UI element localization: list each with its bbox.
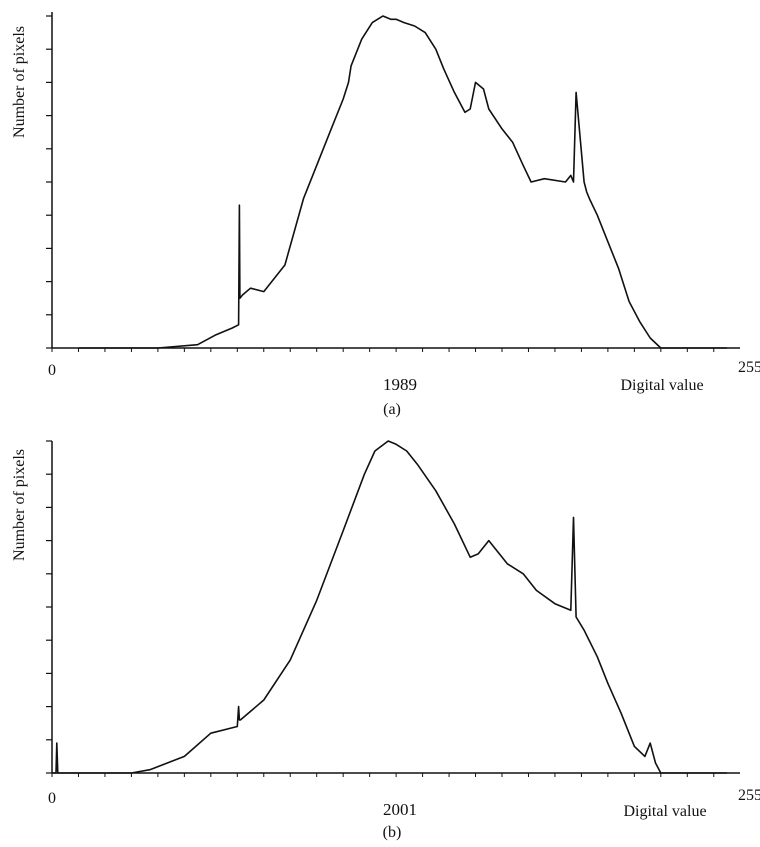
year-label: 2001 [383, 800, 417, 819]
y-axis-label: Number of pixels [11, 26, 28, 138]
x-tick-label-max: 255 [738, 787, 760, 804]
histogram-panel-b: 0 255 2001 (b) Digital value Number of pixels [11, 440, 760, 841]
x-axis-label: Digital value [620, 377, 703, 394]
panel-label: (b) [383, 824, 402, 841]
panel-label: (a) [383, 401, 401, 418]
x-tick-label-min: 0 [48, 790, 56, 807]
x-axis-label: Digital value [623, 803, 706, 820]
x-tick-label-min: 0 [48, 362, 56, 379]
year-label: 1989 [383, 375, 417, 394]
histogram-line [78, 15, 727, 349]
y-axis-label: Number of pixels [11, 449, 28, 561]
histogram-panel-a: 0 255 1989 (a) Digital value Number of pixels [11, 12, 760, 418]
x-tick-label-max: 255 [738, 359, 760, 376]
histogram-line [52, 440, 727, 774]
